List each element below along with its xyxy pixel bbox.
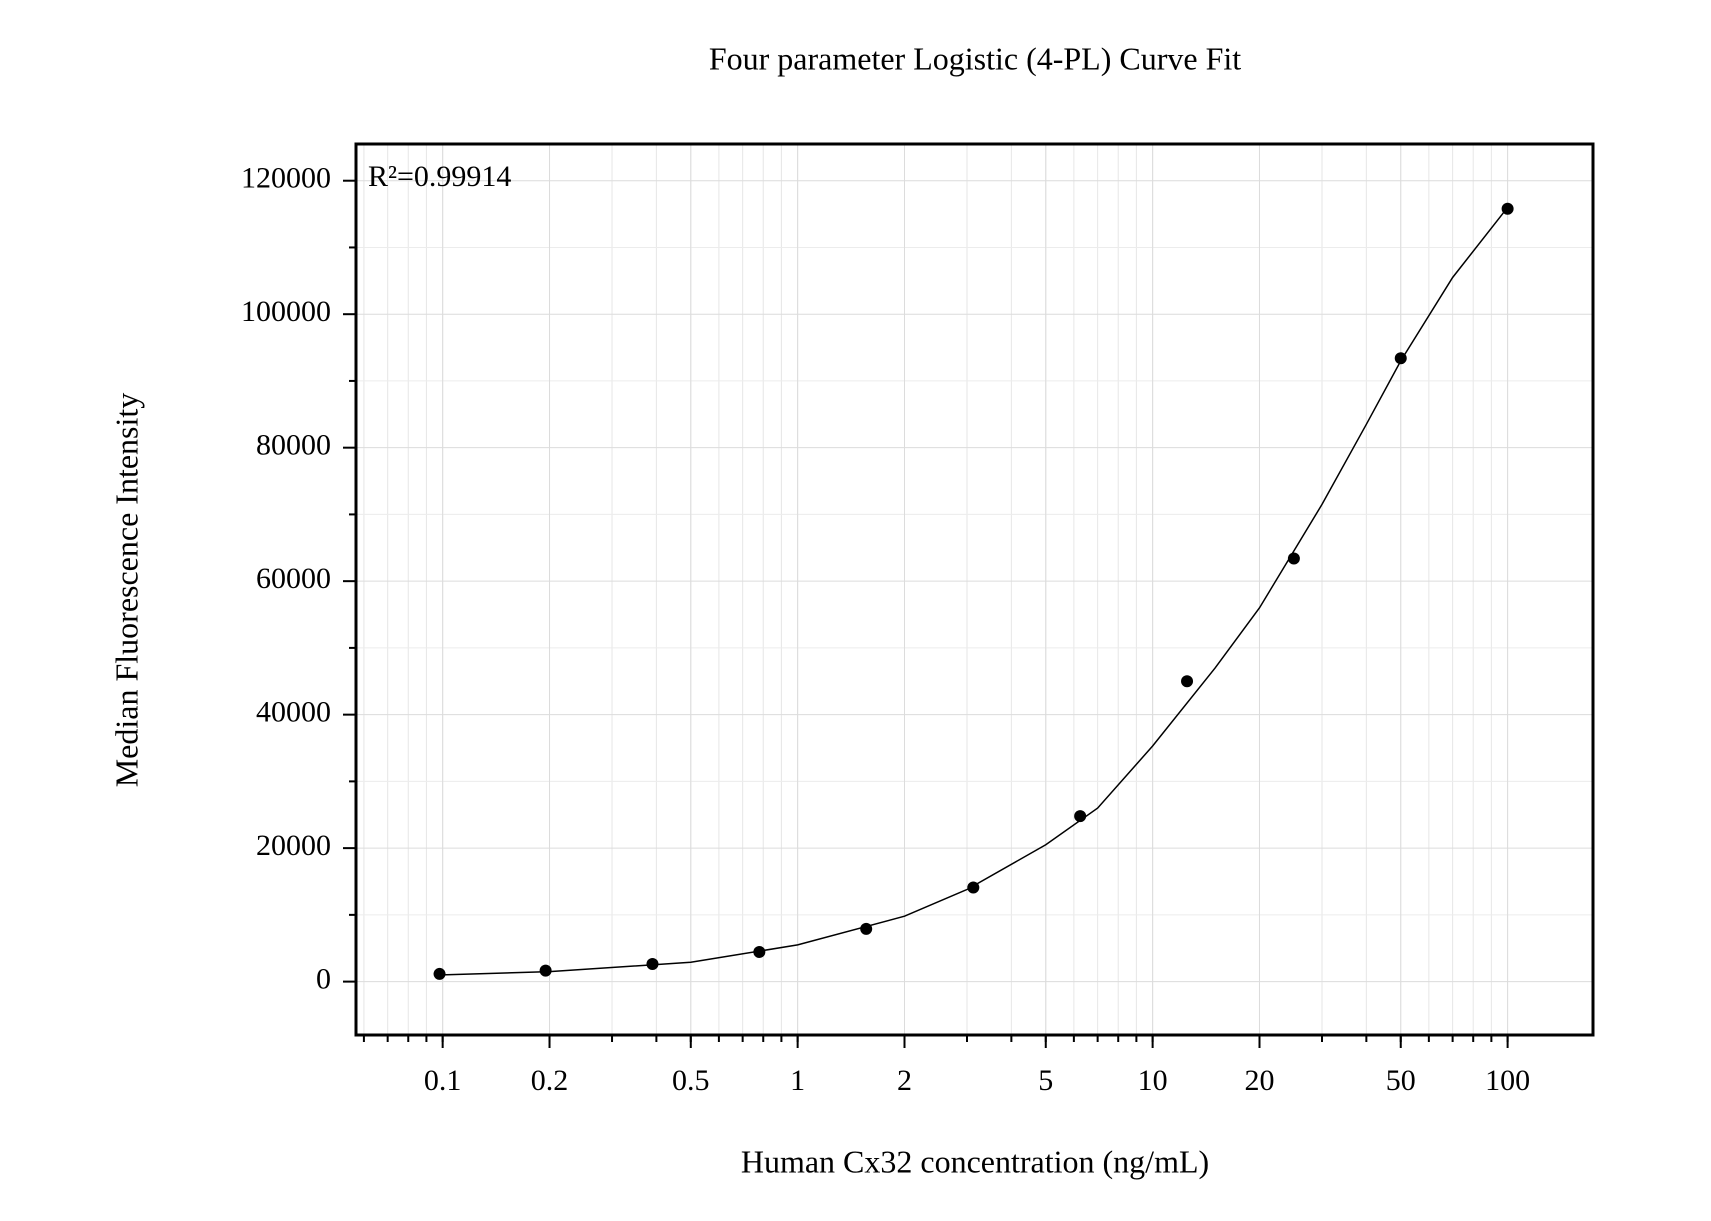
chart-title: Four parameter Logistic (4-PL) Curve Fit — [709, 40, 1241, 76]
data-point — [753, 946, 766, 959]
y-tick-label: 40000 — [256, 696, 331, 729]
y-tick-label: 20000 — [256, 829, 331, 862]
data-point — [1501, 202, 1514, 215]
x-tick-label: 0.5 — [672, 1064, 710, 1097]
y-tick-label: 60000 — [256, 562, 331, 595]
x-tick-label: 20 — [1244, 1064, 1274, 1097]
data-point — [967, 881, 980, 894]
data-point — [860, 922, 873, 935]
x-tick-label: 1 — [790, 1064, 805, 1097]
fit-curve — [442, 206, 1509, 976]
plot-frame — [354, 142, 1595, 1037]
y-tick-label: 120000 — [241, 162, 331, 195]
x-tick-label: 100 — [1485, 1064, 1530, 1097]
data-point — [1074, 810, 1087, 823]
data-point — [1287, 552, 1300, 565]
y-axis-label: Median Fluorescence Intensity — [108, 393, 144, 788]
x-axis-label: Human Cx32 concentration (ng/mL) — [741, 1143, 1209, 1179]
x-tick-label: 5 — [1038, 1064, 1053, 1097]
data-point — [646, 958, 659, 971]
x-tick-label: 10 — [1138, 1064, 1168, 1097]
y-tick-label: 0 — [316, 962, 331, 995]
y-tick-label: 80000 — [256, 429, 331, 462]
data-point — [1181, 675, 1194, 688]
data-point — [433, 967, 446, 980]
data-point — [1394, 352, 1407, 365]
annotation: R²=0.99914 — [368, 160, 511, 193]
y-tick-label: 100000 — [241, 295, 331, 328]
data-point — [539, 964, 552, 977]
x-tick-label: 2 — [897, 1064, 912, 1097]
x-tick-label: 0.2 — [531, 1064, 569, 1097]
x-tick-label: 0.1 — [424, 1064, 462, 1097]
x-tick-label: 50 — [1386, 1064, 1416, 1097]
